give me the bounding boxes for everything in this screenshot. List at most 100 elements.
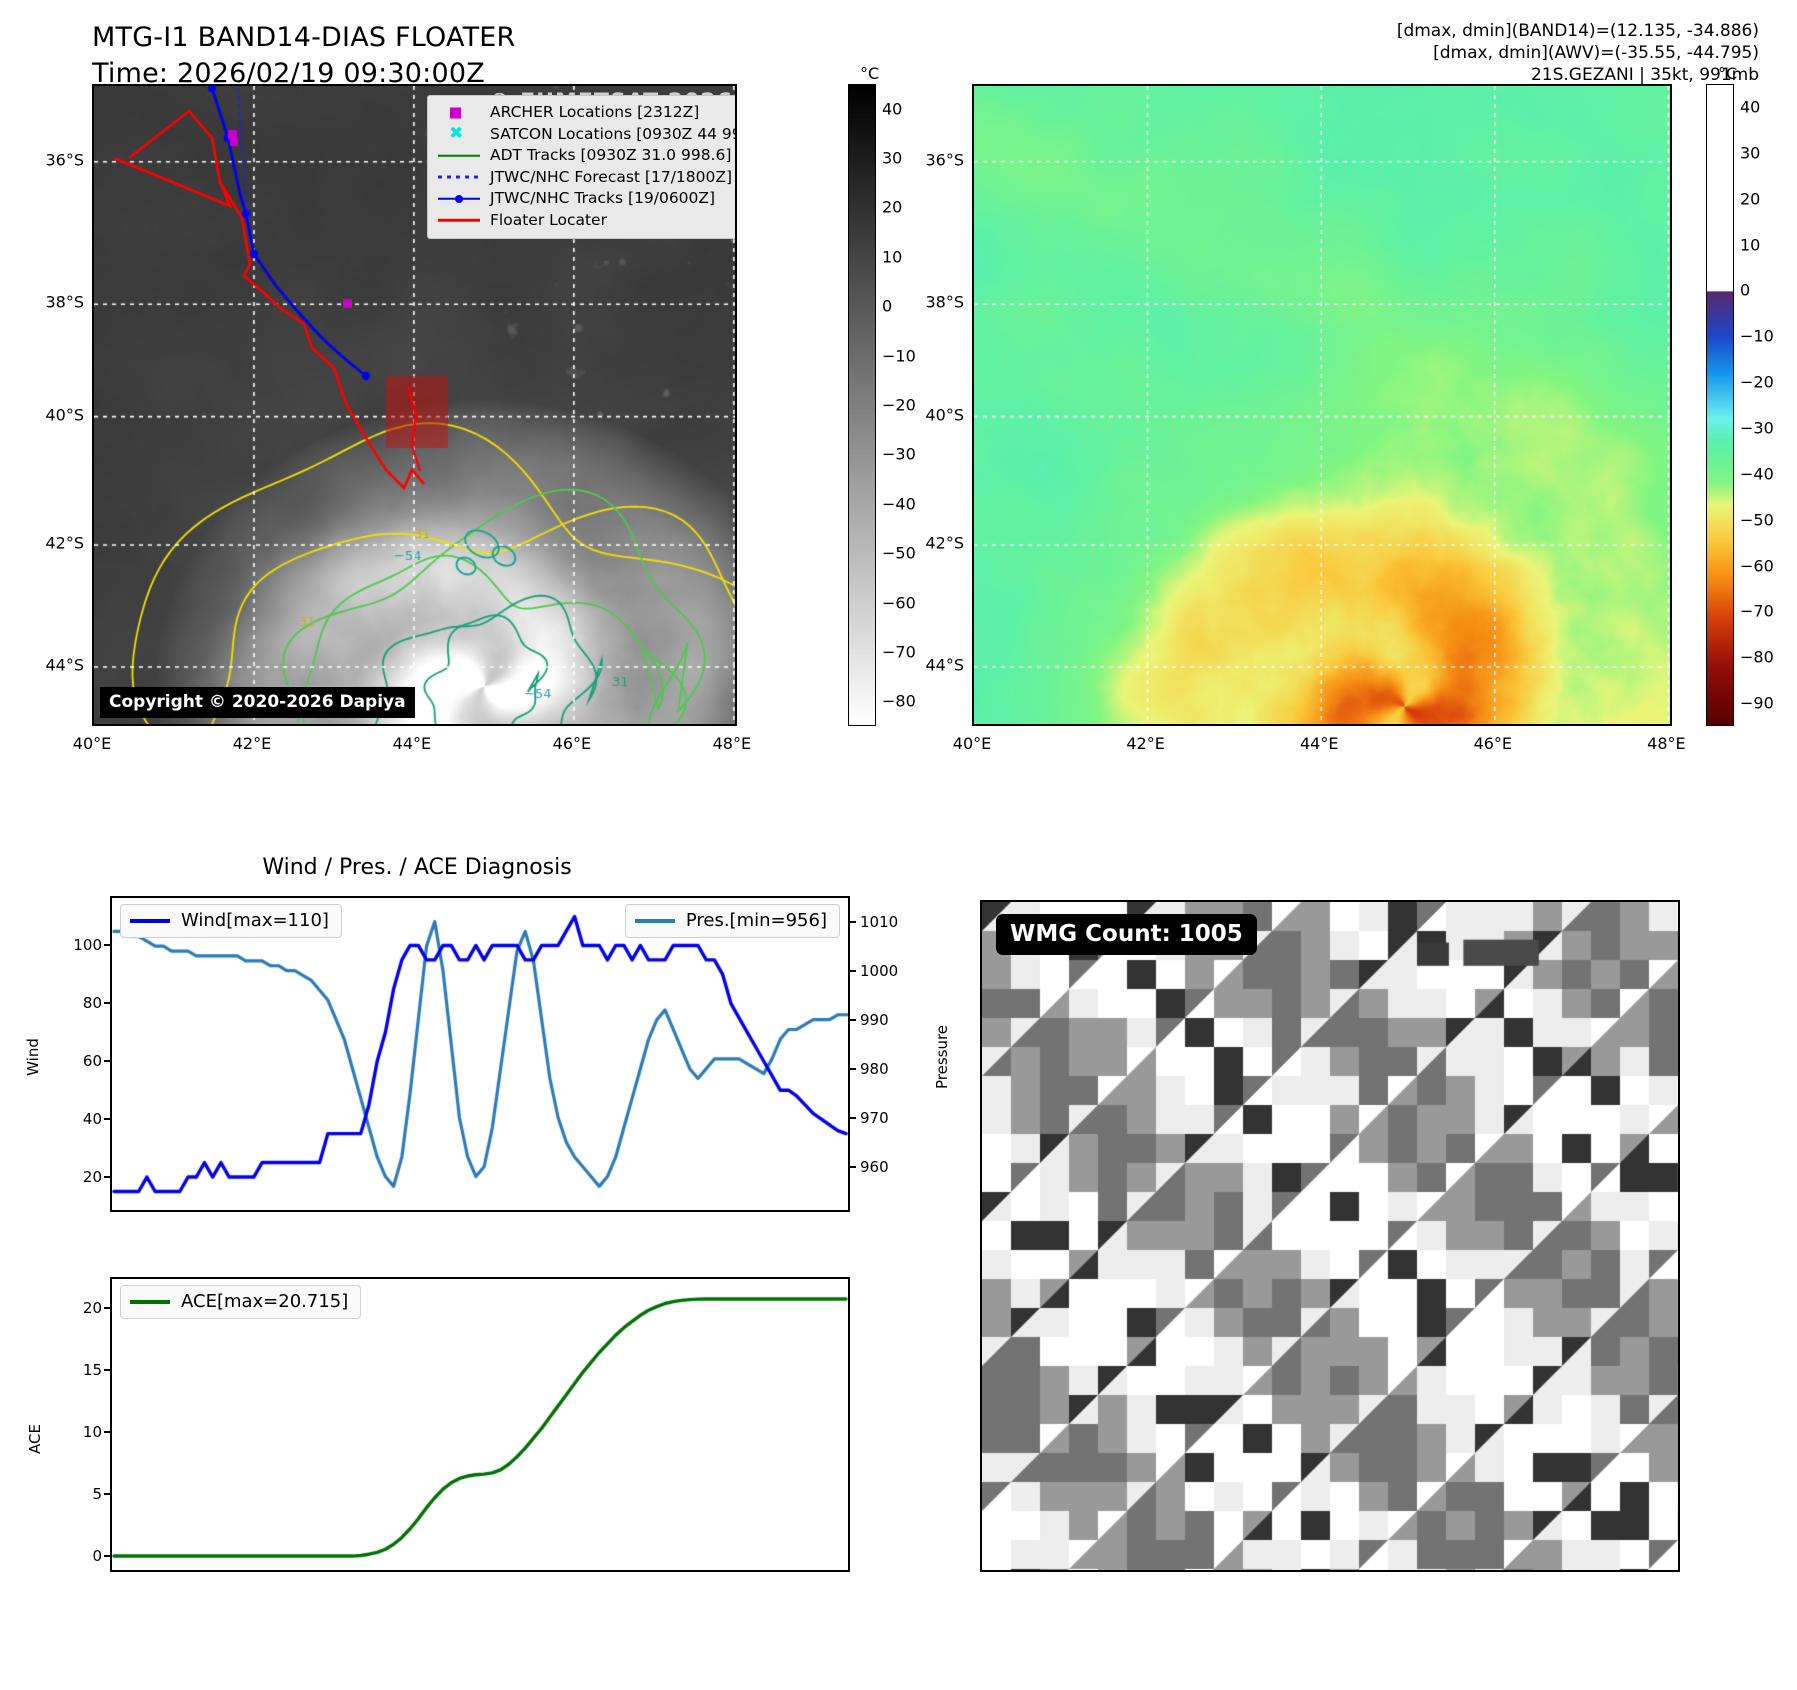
axis-tick-label: 46°E xyxy=(552,734,592,753)
colorbar-tick-label: 40 xyxy=(1740,97,1761,117)
ir-satellite-panel[interactable]: © EUMETSAT 2026 Copyright © 2020-2026 Da… xyxy=(92,84,737,726)
colorbar-tick-label: 30 xyxy=(1740,143,1761,163)
header-statistics: [dmax, dmin](BAND14)=(12.135, -34.886) [d… xyxy=(1397,20,1759,86)
colorbar-tick-label: −10 xyxy=(882,346,916,366)
jtwc-track-line-icon xyxy=(436,188,482,210)
axis-tick-label: 36°S xyxy=(45,150,84,170)
colorbar-tick-label: −30 xyxy=(882,444,916,464)
axis-tick-label: 40°S xyxy=(925,405,964,425)
axis-tick-label: 44°E xyxy=(392,734,432,753)
title-line-2: Time: 2026/02/19 09:30:00Z xyxy=(92,58,485,89)
pressure-series-swatch xyxy=(634,918,675,923)
pressure-legend-label: Pres.[min=956] xyxy=(685,910,827,931)
axis-tick-label: 42°S xyxy=(925,533,964,553)
axis-tick-label: 42°E xyxy=(1126,734,1165,753)
pressure-legend[interactable]: Pres.[min=956] xyxy=(624,904,840,938)
axis-tick-label: 38°S xyxy=(45,292,84,312)
ace-axis-label: ACE xyxy=(25,1424,44,1454)
title-line-1: MTG-I1 BAND14-DIAS FLOATER xyxy=(92,22,516,53)
colorbar-tick-label: 10 xyxy=(1740,235,1761,254)
legend-item-adt[interactable]: ADT Tracks [0930Z 31.0 998.6] xyxy=(436,145,735,167)
wind-series-swatch xyxy=(130,918,170,923)
ace-tick-label: 10 xyxy=(82,1422,102,1441)
legend-item-satcon[interactable]: ✖ SATCON Locations [0930Z 44 996] xyxy=(436,123,737,146)
colorbar-tick-label: −20 xyxy=(1740,372,1774,392)
ace-legend-label: ACE[max=20.715] xyxy=(181,1291,349,1312)
colorbar-tick-label: −80 xyxy=(882,691,916,711)
axis-tick-label: 42°E xyxy=(232,734,272,753)
stats-awv: [dmax, dmin](AWV)=(-35.55, -44.795) xyxy=(1433,43,1759,63)
colorbar-tick-label: 40 xyxy=(882,99,903,119)
tick-mark xyxy=(104,1176,111,1179)
ir-map-legend: ARCHER Locations [2312Z] ✖ SATCON Locati… xyxy=(427,95,737,239)
pressure-tick-label: 1010 xyxy=(860,912,899,931)
floater-line-icon xyxy=(436,210,482,232)
wv-image-canvas xyxy=(974,86,1670,724)
legend-item-archer[interactable]: ARCHER Locations [2312Z] xyxy=(436,102,735,124)
pressure-tick-label: 980 xyxy=(860,1059,889,1078)
colorbar-tick-label: −60 xyxy=(882,593,916,613)
tick-mark xyxy=(104,1002,111,1005)
water-vapor-panel[interactable] xyxy=(972,84,1672,726)
ace-tick-label: 0 xyxy=(92,1547,102,1566)
colorbar-tick-label: −10 xyxy=(1740,326,1774,346)
ace-chart[interactable]: ACE[max=20.715] xyxy=(110,1277,850,1572)
tick-mark xyxy=(849,1165,856,1168)
ace-canvas xyxy=(112,1279,848,1570)
ace-legend[interactable]: ACE[max=20.715] xyxy=(120,1285,362,1319)
ace-series-swatch xyxy=(130,1299,170,1304)
page-title: MTG-I1 BAND14-DIAS FLOATER Time: 2026/02/… xyxy=(92,20,515,92)
adt-line-icon xyxy=(436,145,482,167)
tick-mark xyxy=(104,944,111,947)
legend-label-floater: Floater Locater xyxy=(490,210,607,229)
storm-summary: 21S.GEZANI | 35kt, 991mb xyxy=(1530,65,1759,85)
tick-mark xyxy=(104,1493,111,1495)
colorbar-tick-label: −20 xyxy=(882,395,916,415)
axis-tick-label: 46°E xyxy=(1473,734,1513,753)
tick-mark xyxy=(849,1067,856,1070)
tick-mark xyxy=(104,1555,111,1558)
wmg-image-canvas xyxy=(982,902,1678,1570)
wind-tick-label: 40 xyxy=(82,1110,102,1129)
colorbar-tick-label: −80 xyxy=(1740,647,1774,667)
tick-mark xyxy=(104,1118,111,1121)
colorbar-tick-label: −40 xyxy=(882,494,916,514)
axis-tick-label: 38°S xyxy=(925,292,964,312)
axis-tick-label: 36°S xyxy=(925,150,964,170)
axis-tick-label: 40°E xyxy=(952,734,992,753)
tick-mark xyxy=(849,920,856,923)
wind-pressure-chart[interactable]: Wind[max=110] Pres.[min=956] xyxy=(110,896,850,1212)
legend-item-floater[interactable]: Floater Locater xyxy=(436,210,735,232)
tick-mark xyxy=(104,1306,111,1309)
ir-colorbar[interactable] xyxy=(848,84,876,726)
colorbar-tick-label: −50 xyxy=(882,543,916,563)
tick-mark xyxy=(849,969,856,972)
legend-item-jtwc-tracks[interactable]: JTWC/NHC Tracks [19/0600Z] xyxy=(436,188,735,210)
legend-item-forecast[interactable]: JTWC/NHC Forecast [17/1800Z] xyxy=(436,167,735,189)
wv-colorbar[interactable] xyxy=(1706,84,1734,726)
wind-legend[interactable]: Wind[max=110] xyxy=(120,904,342,938)
colorbar-tick-label: 20 xyxy=(1740,189,1761,209)
tick-mark xyxy=(104,1060,111,1063)
axis-tick-label: 48°E xyxy=(1647,734,1686,753)
ir-colorbar-unit: °C xyxy=(860,64,880,83)
axis-tick-label: 44°E xyxy=(1299,734,1339,753)
colorbar-tick-label: 30 xyxy=(882,148,903,168)
pressure-tick-label: 1000 xyxy=(860,961,899,980)
ace-tick-label: 15 xyxy=(82,1360,102,1379)
axis-tick-label: 40°S xyxy=(45,405,84,425)
colorbar-tick-label: −60 xyxy=(1740,556,1774,575)
legend-label-adt: ADT Tracks [0930Z 31.0 998.6] xyxy=(490,146,732,164)
colorbar-tick-label: −30 xyxy=(1740,418,1774,438)
wmg-panel[interactable]: WMG Count: 1005 xyxy=(980,900,1680,1572)
axis-tick-label: 42°S xyxy=(45,533,84,553)
archer-marker-icon xyxy=(436,102,482,124)
pressure-axis-label: Pressure xyxy=(933,1024,952,1090)
ace-tick-label: 5 xyxy=(92,1485,102,1503)
wind-tick-label: 60 xyxy=(82,1052,102,1071)
legend-label-satcon: SATCON Locations [0930Z 44 996] xyxy=(490,124,737,143)
axis-tick-label: 48°E xyxy=(712,734,752,753)
axis-tick-label: 40°E xyxy=(72,734,112,753)
axis-tick-label: 44°S xyxy=(45,655,84,675)
satcon-marker-icon: ✖ xyxy=(449,123,464,144)
